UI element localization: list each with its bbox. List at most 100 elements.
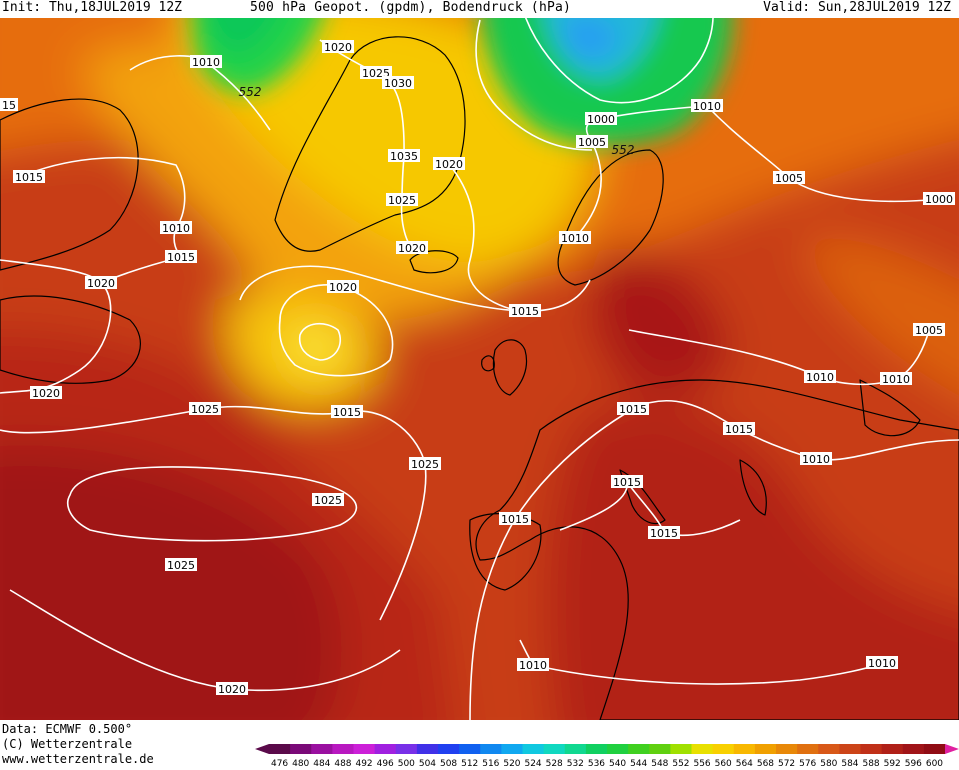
colorbar-tick-label: 564 xyxy=(736,759,753,768)
svg-text:1010: 1010 xyxy=(868,657,896,670)
svg-text:1010: 1010 xyxy=(806,371,834,384)
isobar-label: 1020 xyxy=(85,276,117,290)
colorbar-tick-label: 504 xyxy=(419,759,436,768)
svg-text:1015: 1015 xyxy=(333,406,361,419)
svg-text:1010: 1010 xyxy=(162,222,190,235)
svg-text:1015: 1015 xyxy=(650,527,678,540)
svg-text:1015: 1015 xyxy=(619,403,647,416)
colorbar-tick-label: 536 xyxy=(588,759,605,768)
colorbar-segment xyxy=(607,744,629,754)
isobar-labels: 1020 1010 1025 1030 15 1000 1010 1005 1035 1020 10… xyxy=(0,40,955,696)
copyright: (C) Wetterzentrale xyxy=(2,737,133,751)
colorbar-tick-label: 576 xyxy=(799,759,816,768)
colorbar: 476 480 484 488 492 496 500 504 508 512 516 520 524 5… xyxy=(255,744,959,768)
colorbar-segment xyxy=(438,744,460,754)
isobar-label: 1015 xyxy=(165,250,197,264)
svg-text:1000: 1000 xyxy=(925,193,953,206)
colorbar-tick-label: 528 xyxy=(546,759,563,768)
isobar-label: 1025 xyxy=(189,402,221,416)
colorbar-segment xyxy=(522,744,545,754)
colorbar-tick-label: 544 xyxy=(630,759,647,768)
isobar-label: 1030 xyxy=(382,76,414,90)
isobar-label: 1015 xyxy=(509,304,541,318)
map-title: 500 hPa Geopot. (gpdm), Bodendruck (hPa) xyxy=(250,0,572,15)
colorbar-segment xyxy=(860,744,883,754)
colorbar-segment xyxy=(754,744,777,754)
isobar-label: 1010 xyxy=(190,55,222,69)
colorbar-segment xyxy=(353,744,376,754)
coastlines xyxy=(0,36,959,720)
colorbar-tick-label: 476 xyxy=(271,759,288,768)
colorbar-segment xyxy=(649,744,671,754)
isobar-label: 1020 xyxy=(30,386,62,400)
svg-text:1005: 1005 xyxy=(915,324,943,337)
colorbar-tick-label: 488 xyxy=(334,759,351,768)
svg-text:1020: 1020 xyxy=(398,242,426,255)
colorbar-tick-label: 592 xyxy=(884,759,901,768)
svg-text:1025: 1025 xyxy=(191,403,219,416)
isobar-label: 1015 xyxy=(611,475,643,489)
colorbar-tick-label: 500 xyxy=(398,759,415,768)
svg-text:1015: 1015 xyxy=(167,251,195,264)
svg-text:1030: 1030 xyxy=(384,77,412,90)
colorbar-segment xyxy=(818,744,840,754)
isobar-label: 1020 xyxy=(396,241,428,255)
svg-text:1010: 1010 xyxy=(192,56,220,69)
colorbar-tick-label: 520 xyxy=(503,759,520,768)
colorbar-tick-label: 524 xyxy=(524,759,541,768)
isobar-label: 1005 xyxy=(913,323,945,337)
forecast-map: 1020 1010 1025 1030 15 1000 1010 1005 1035 1020 10… xyxy=(0,18,959,720)
isobar-label: 1015 xyxy=(648,526,680,540)
data-line: Data: ECMWF 0.500° xyxy=(2,722,133,736)
svg-text:1015: 1015 xyxy=(501,513,529,526)
init-time: Init: Thu,18JUL2019 12Z xyxy=(2,0,183,15)
colorbar-segment xyxy=(797,744,819,754)
isobar-label: 1015 xyxy=(331,405,363,419)
colorbar-tick-label: 580 xyxy=(820,759,837,768)
colorbar-tick-label: 532 xyxy=(567,759,584,768)
website: www.wetterzentrale.de xyxy=(2,752,154,766)
colorbar-segment xyxy=(543,744,566,754)
map-footer: Data: ECMWF 0.500° (C) Wetterzentrale ww… xyxy=(0,720,959,770)
colorbar-segment xyxy=(416,744,439,754)
isobar-label: 1010 xyxy=(559,231,591,245)
colorbar-segment xyxy=(311,744,333,754)
colorbar-segment xyxy=(480,744,502,754)
isobar-label: 1025 xyxy=(165,558,197,572)
isobar-label: 1010 xyxy=(691,99,723,113)
colorbar-segment xyxy=(501,744,523,754)
colorbar-tick-label: 568 xyxy=(757,759,774,768)
svg-text:1005: 1005 xyxy=(578,136,606,149)
colorbar-tick-label: 584 xyxy=(841,759,858,768)
isobar-label: 1020 xyxy=(433,157,465,171)
isobar-label: 1010 xyxy=(804,370,836,384)
svg-text:1025: 1025 xyxy=(167,559,195,572)
colorbar-tick-label: 512 xyxy=(461,759,478,768)
svg-text:1010: 1010 xyxy=(561,232,589,245)
isobar-label: 1005 xyxy=(773,171,805,185)
colorbar-max-arrow xyxy=(945,744,959,754)
colorbar-tick-label: 480 xyxy=(292,759,309,768)
isobar-label: 1015 xyxy=(13,170,45,184)
height-contour-label: 552 xyxy=(612,143,635,157)
colorbar-tick-label: 540 xyxy=(609,759,626,768)
isobar-label: 1020 xyxy=(327,280,359,294)
colorbar-tick-label: 516 xyxy=(482,759,499,768)
colorbar-segment xyxy=(881,744,904,754)
isobar-label: 1005 xyxy=(576,135,608,149)
isobar-label: 1000 xyxy=(585,112,617,126)
colorbar-tick-label: 596 xyxy=(905,759,922,768)
colorbar-segment xyxy=(585,744,608,754)
svg-text:1010: 1010 xyxy=(519,659,547,672)
colorbar-segment xyxy=(628,744,650,754)
svg-text:1015: 1015 xyxy=(613,476,641,489)
svg-text:1035: 1035 xyxy=(390,150,418,163)
svg-text:1000: 1000 xyxy=(587,113,615,126)
colorbar-segment xyxy=(395,744,418,754)
isobar-label: 1010 xyxy=(800,452,832,466)
svg-text:1005: 1005 xyxy=(775,172,803,185)
svg-text:1020: 1020 xyxy=(435,158,463,171)
svg-text:1020: 1020 xyxy=(87,277,115,290)
colorbar-segment xyxy=(290,744,312,754)
colorbar-segment xyxy=(776,744,798,754)
